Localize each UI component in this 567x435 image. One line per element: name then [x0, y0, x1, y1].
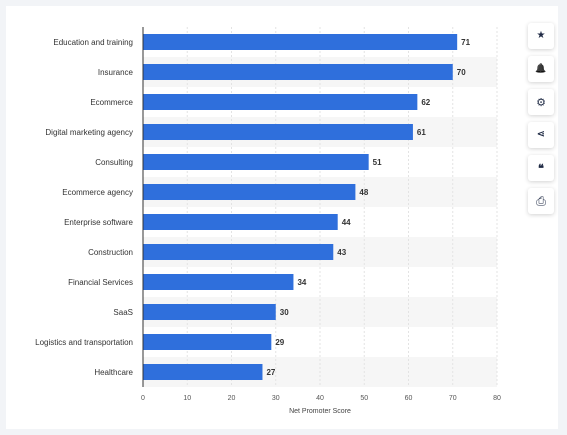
x-tick-label: 80: [493, 395, 501, 402]
bar: [143, 274, 294, 290]
data-label: 61: [417, 128, 426, 137]
bar: [143, 304, 276, 320]
bar: [143, 124, 413, 140]
bar: [143, 64, 453, 80]
data-label: 29: [275, 338, 284, 347]
category-label: SaaS: [113, 308, 133, 317]
bar: [143, 94, 418, 110]
bar: [143, 214, 338, 230]
category-label: Enterprise software: [64, 218, 133, 227]
x-tick-label: 50: [360, 395, 368, 402]
quote-icon: ❝: [538, 161, 544, 175]
data-label: 51: [373, 158, 382, 167]
bar-chart: Education and training 71 Insurance 70 Ecomm…: [35, 27, 501, 415]
bell-icon: 🔔: [535, 63, 547, 74]
x-tick-label: 20: [228, 395, 236, 402]
settings-button[interactable]: ⚙: [528, 89, 554, 115]
side-toolbar: ★ 🔔 ⚙ ⋖ ❝ ⎙: [528, 23, 556, 221]
data-label: 30: [280, 308, 289, 317]
category-label: Insurance: [98, 68, 134, 77]
category-label: Ecommerce agency: [62, 188, 133, 197]
data-label: 48: [359, 188, 368, 197]
bar: [143, 34, 458, 50]
chart-card: Education and training 71 Insurance 70 Ecomm…: [6, 6, 558, 429]
bar: [143, 244, 334, 260]
bar: [143, 364, 263, 380]
cite-button[interactable]: ❝: [528, 155, 554, 181]
gear-icon: ⚙: [536, 95, 546, 109]
printer-icon: ⎙: [536, 194, 546, 208]
share-button[interactable]: ⋖: [528, 122, 554, 148]
bar: [143, 154, 369, 170]
data-label: 44: [342, 218, 351, 227]
x-tick-label: 0: [141, 395, 145, 402]
bar: [143, 334, 272, 350]
print-button[interactable]: ⎙: [528, 188, 554, 214]
x-tick-label: 30: [272, 395, 280, 402]
data-label: 27: [266, 368, 275, 377]
category-label: Consulting: [95, 158, 133, 167]
data-label: 70: [457, 68, 466, 77]
x-tick-label: 60: [405, 395, 413, 402]
notification-button[interactable]: 🔔: [528, 56, 554, 82]
category-label: Financial Services: [68, 278, 133, 287]
x-axis-title: Net Promoter Score: [289, 408, 351, 415]
category-label: Logistics and transportation: [35, 338, 133, 347]
data-label: 71: [461, 38, 470, 47]
data-label: 34: [297, 278, 306, 287]
bar: [143, 184, 356, 200]
x-tick-label: 10: [183, 395, 191, 402]
category-label: Ecommerce: [90, 98, 133, 107]
category-label: Education and training: [53, 38, 133, 47]
data-label: 62: [421, 98, 430, 107]
category-label: Digital marketing agency: [45, 128, 133, 137]
data-label: 43: [337, 248, 346, 257]
share-icon: ⋖: [536, 129, 546, 140]
category-label: Construction: [88, 248, 133, 257]
x-tick-label: 70: [449, 395, 457, 402]
star-icon: ★: [536, 30, 546, 41]
favorite-button[interactable]: ★: [528, 23, 554, 49]
category-label: Healthcare: [94, 368, 133, 377]
x-tick-label: 40: [316, 395, 324, 402]
